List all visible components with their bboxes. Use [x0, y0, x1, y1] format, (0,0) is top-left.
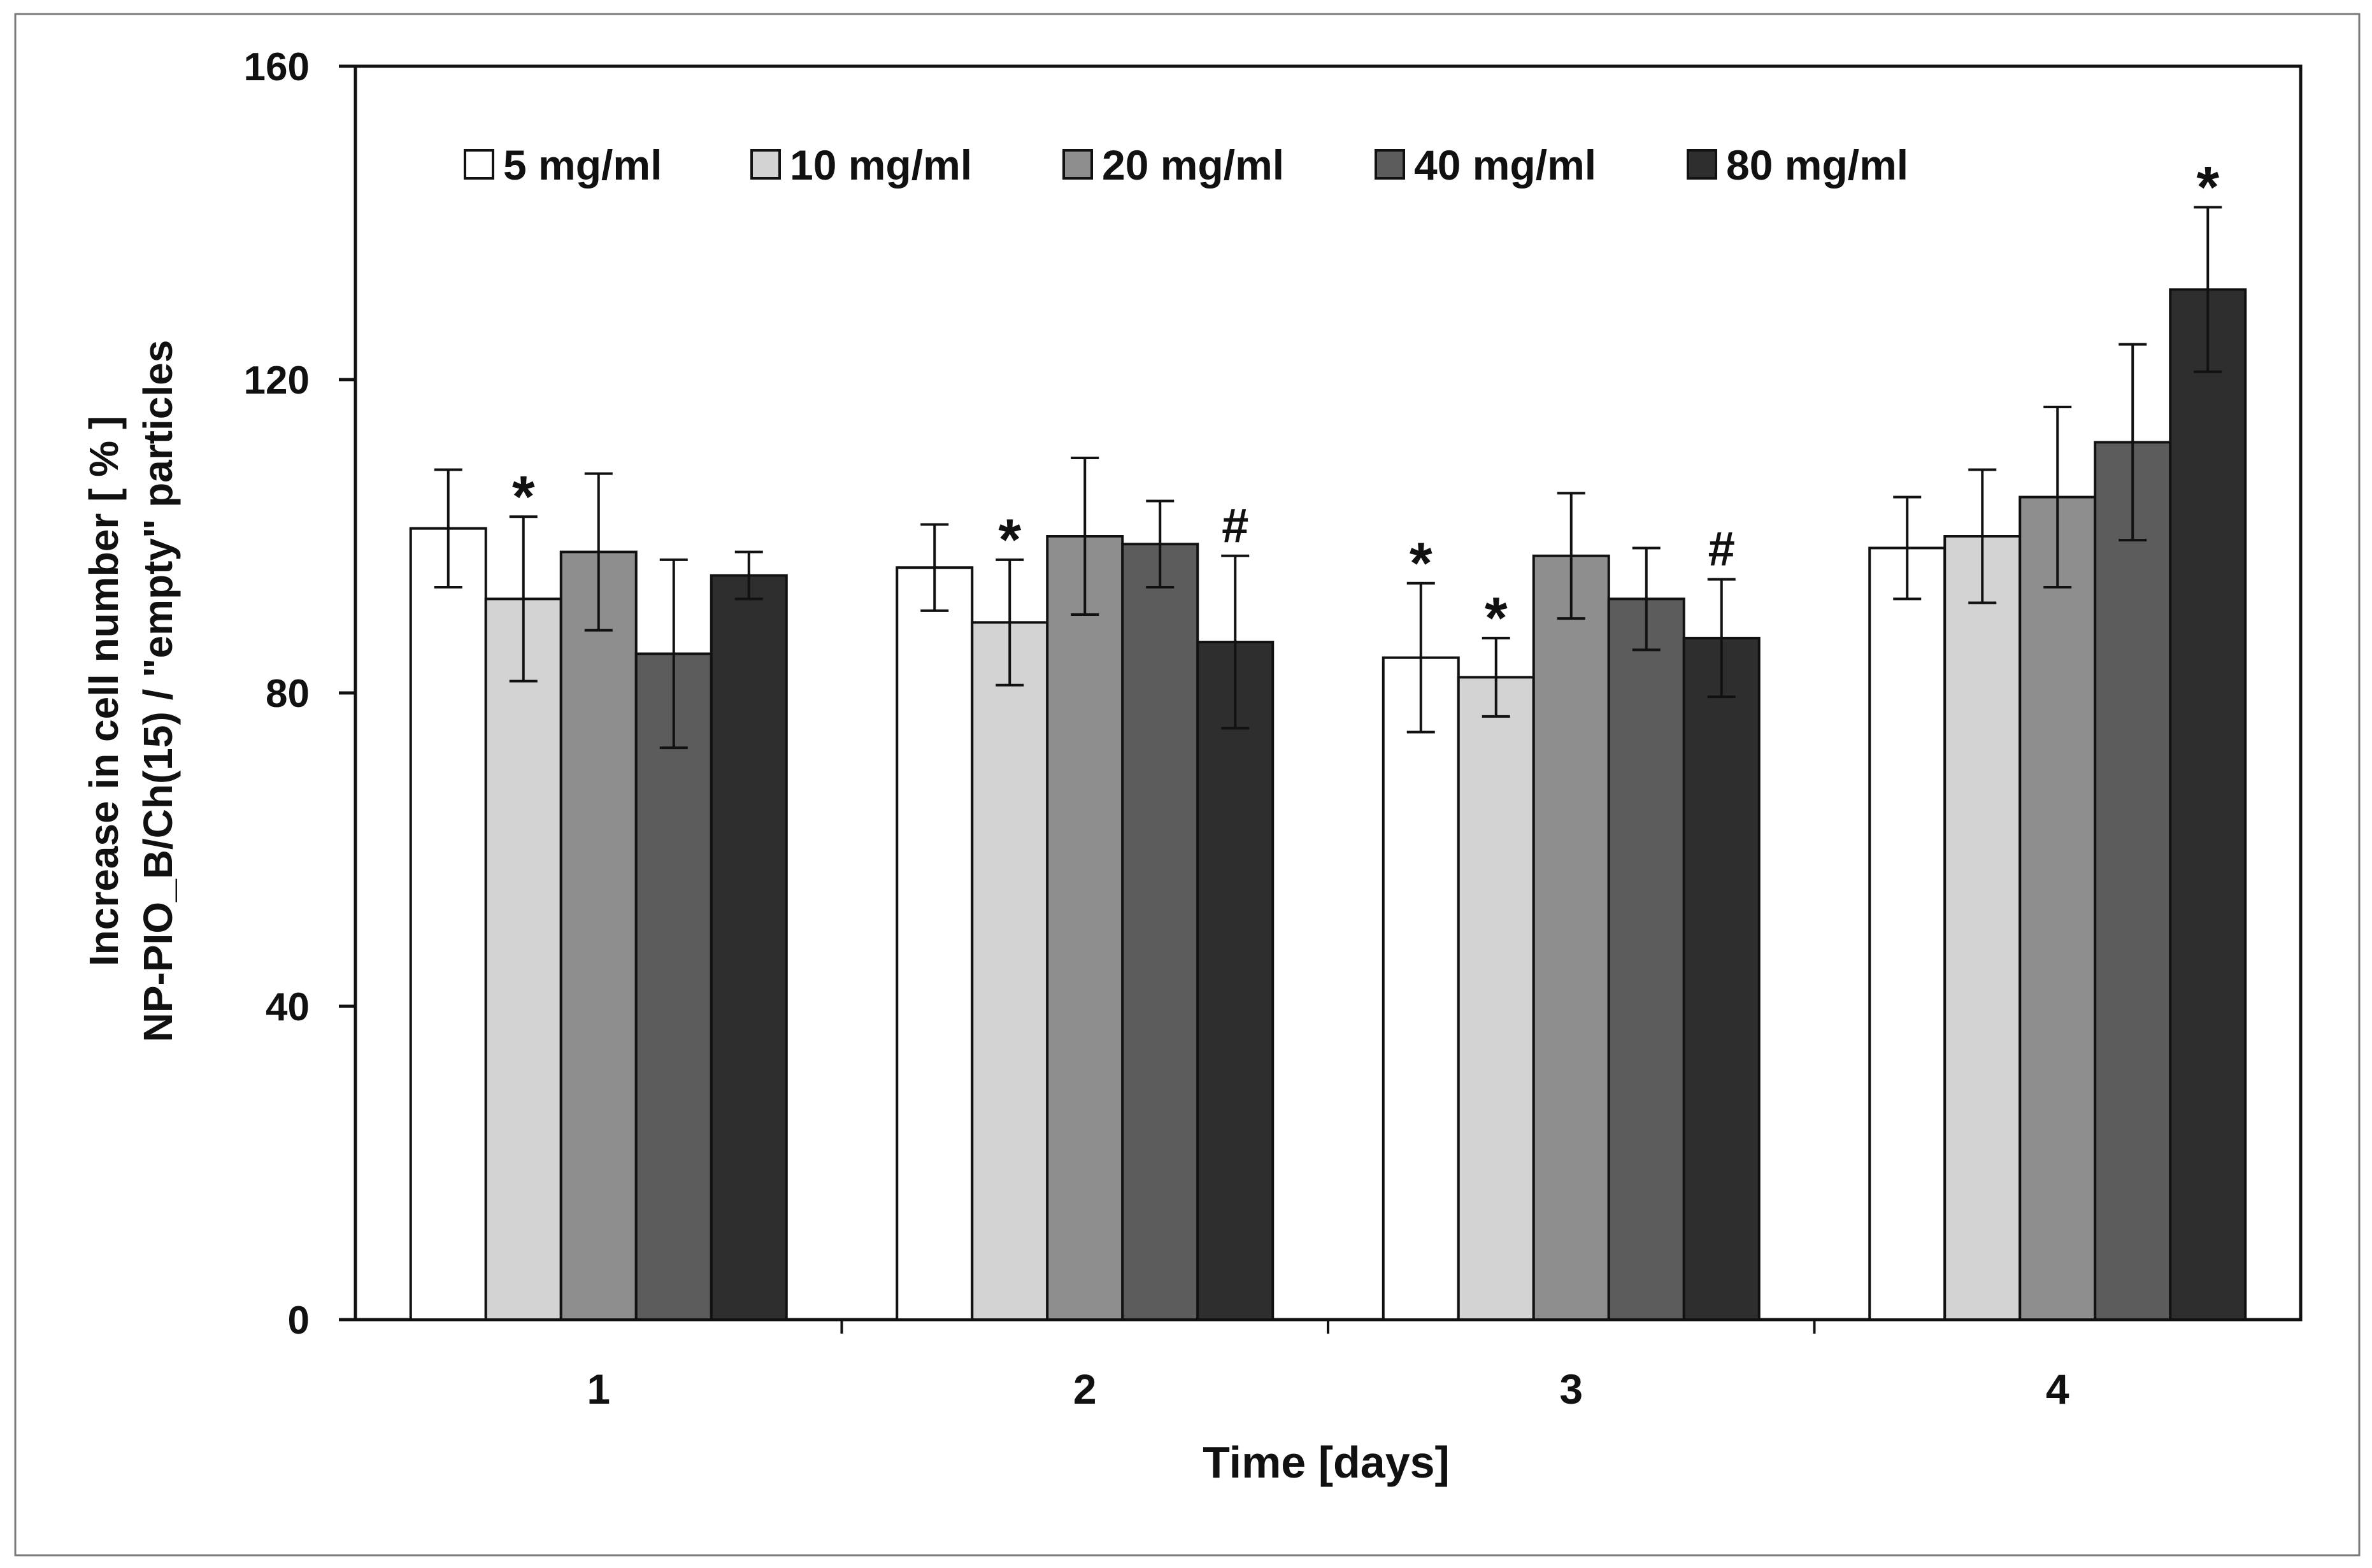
x-tick-label: 1 [587, 1365, 610, 1413]
bar [2018, 495, 2097, 1321]
bar [1943, 535, 2022, 1321]
legend-label: 40 mg/ml [1414, 141, 1596, 189]
significance-marker: * [2196, 155, 2219, 220]
significance-marker: * [1410, 531, 1432, 596]
bar [1121, 543, 1199, 1321]
bar [484, 597, 562, 1321]
y-tick-label: 40 [266, 985, 310, 1029]
x-axis-title: Time [days] [1203, 1437, 1450, 1487]
bar [710, 574, 788, 1321]
bar [1382, 656, 1460, 1321]
legend-label: 80 mg/ml [1726, 141, 1908, 189]
bar [1607, 597, 1685, 1321]
bar [1868, 546, 1947, 1322]
y-axis-title-line-1: Increase in cell number [ % ] [81, 416, 127, 966]
legend-swatch [750, 149, 781, 180]
y-tick-label: 0 [288, 1299, 310, 1343]
bar [971, 621, 1049, 1321]
legend-swatch [1687, 149, 1717, 180]
bar [409, 527, 487, 1322]
significance-marker: # [1222, 499, 1248, 553]
bar [2094, 441, 2172, 1321]
bar [634, 652, 713, 1321]
bar [1532, 554, 1610, 1321]
significance-marker: * [1485, 586, 1508, 651]
significance-marker: * [512, 464, 535, 529]
bar [1196, 641, 1275, 1321]
y-tick-label: 160 [244, 45, 310, 89]
x-tick-label: 4 [2046, 1365, 2069, 1413]
bar [1457, 676, 1535, 1321]
y-tick-label: 80 [266, 672, 310, 716]
x-tick-label: 3 [1559, 1365, 1583, 1413]
legend-swatch [464, 149, 494, 180]
y-tick-label: 120 [244, 359, 310, 403]
legend-label: 10 mg/ml [790, 141, 972, 189]
legend-label: 5 mg/ml [503, 141, 662, 189]
bar [896, 566, 974, 1322]
y-axis-title-line-2: NP-PIO_B/Ch(15) / "empty" particles [135, 340, 181, 1043]
x-tick-label: 2 [1073, 1365, 1097, 1413]
bar [2169, 288, 2247, 1321]
bar [559, 550, 638, 1321]
legend-label: 20 mg/ml [1102, 141, 1284, 189]
legend-swatch [1062, 149, 1093, 180]
legend-swatch [1375, 149, 1405, 180]
bar [1046, 535, 1124, 1321]
significance-marker: * [998, 508, 1021, 573]
significance-marker: # [1708, 522, 1735, 576]
bar [1682, 636, 1761, 1321]
